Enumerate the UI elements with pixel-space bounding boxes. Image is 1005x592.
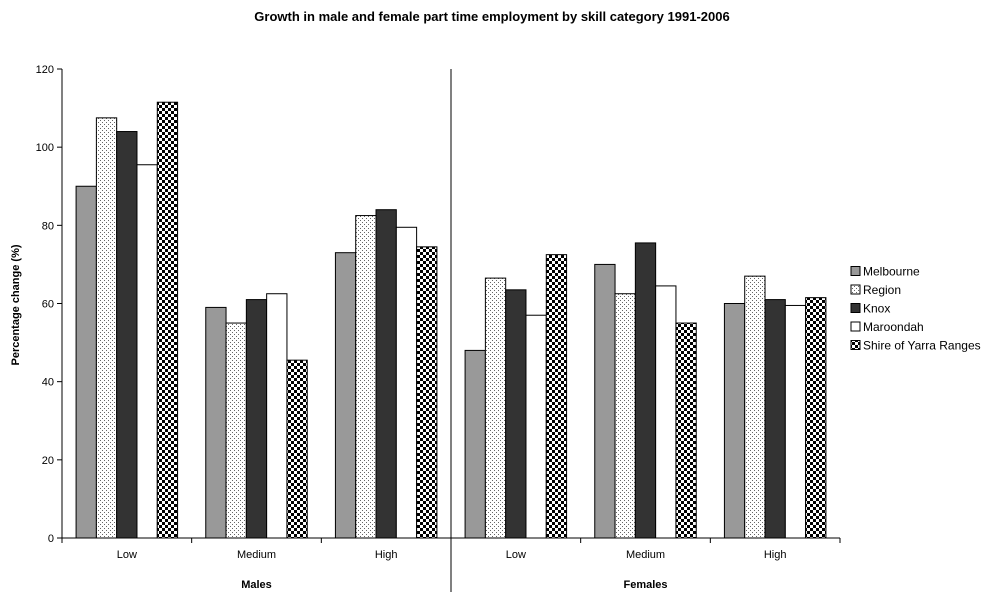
bar [784,304,807,539]
legend-swatch [850,340,861,350]
bar [245,299,268,539]
bar [723,303,746,539]
bar [634,242,657,539]
bar [75,185,97,539]
chart-title: Growth in male and female part time empl… [254,9,729,24]
bar [675,322,697,539]
x-tick-label: Medium [626,549,665,561]
legend-swatch [850,303,861,313]
bar [205,306,227,539]
bar [95,117,118,539]
bar [156,101,179,539]
y-tick-label: 100 [36,142,54,154]
legend-label: Maroondah [863,320,924,334]
y-axis-label: Percentage change (%) [10,244,22,365]
bar [225,322,247,539]
y-tick-label: 40 [42,377,54,389]
y-tick-label: 0 [48,533,54,545]
bar [594,263,616,539]
y-tick-label: 20 [42,455,54,467]
bar [334,252,357,539]
bar [764,299,786,539]
bar [614,293,636,539]
y-tick-label: 120 [36,64,54,76]
x-tick-label: Medium [237,549,276,561]
legend-label: Knox [863,302,890,316]
bar [116,131,138,539]
bar [744,275,766,539]
legend-label: Region [863,283,901,297]
bar [484,277,507,539]
bar [395,226,418,539]
bars [75,101,827,539]
legend-swatch [850,321,861,332]
x-tick-label: High [375,549,398,561]
bar [525,314,547,539]
x-tick-label: Low [117,549,137,561]
ticks: 0 20 40 60 80 100 120 Males Females Low Medium High… [36,64,841,591]
x-tick-label: High [764,549,787,561]
legend-swatch [850,266,861,276]
bar [136,164,158,539]
x-tick-label: Low [506,549,526,561]
bar [375,209,397,539]
axes [61,69,840,592]
legend-label: Shire of Yarra Ranges [863,339,981,353]
legend: Melbourne Region Knox Maroondah Shire of Yar… [850,265,981,353]
legend-swatch [850,284,861,295]
bar [416,246,438,539]
x-group-label: Males [241,579,272,591]
x-group-label: Females [623,579,667,591]
y-tick-label: 60 [42,299,54,311]
bar [545,254,568,539]
bar [266,293,288,539]
bar [805,297,827,539]
bar [355,215,377,539]
y-tick-label: 80 [42,220,54,232]
bar [655,285,677,539]
legend-label: Melbourne [863,265,920,279]
bar [464,349,486,539]
bar [286,359,308,539]
bar [505,289,527,539]
